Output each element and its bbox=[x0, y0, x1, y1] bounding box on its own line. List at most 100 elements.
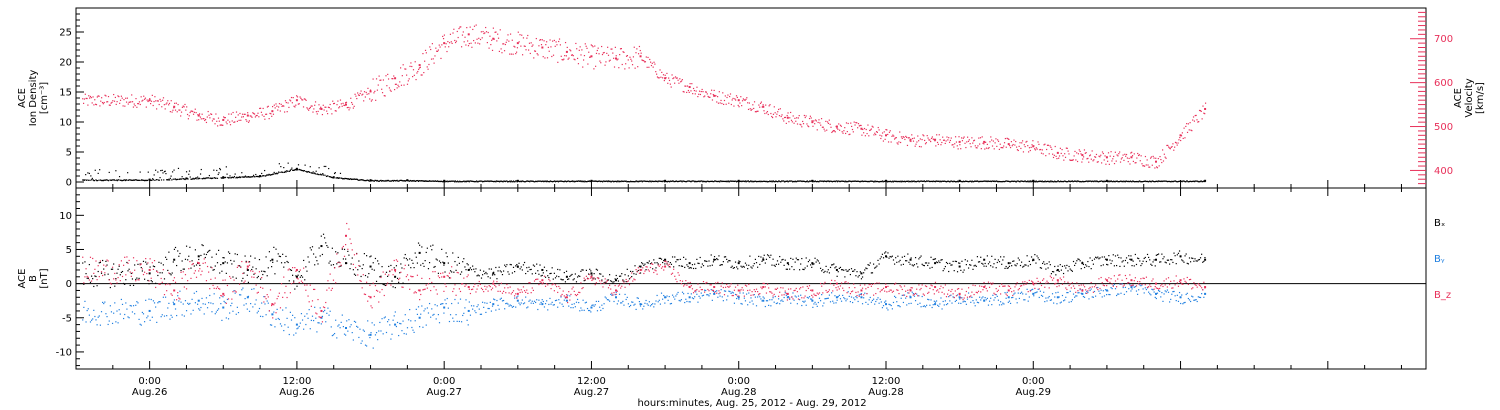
velocity-sample bbox=[373, 92, 375, 94]
velocity-sample bbox=[645, 56, 647, 58]
velocity-sample bbox=[675, 77, 677, 79]
velocity-sample bbox=[87, 104, 89, 106]
by-sample bbox=[683, 293, 685, 295]
velocity-sample bbox=[589, 56, 592, 58]
density-sample bbox=[627, 180, 629, 183]
by-sample bbox=[109, 305, 111, 307]
velocity-sample bbox=[1192, 116, 1195, 118]
density-sample bbox=[300, 169, 302, 171]
velocity-sample bbox=[329, 103, 331, 106]
density-sample bbox=[927, 180, 929, 182]
bx-sample bbox=[729, 260, 731, 262]
bx-sample bbox=[330, 264, 332, 266]
bx-sample bbox=[546, 270, 548, 272]
bx-sample bbox=[924, 262, 927, 264]
bx-sample bbox=[749, 255, 751, 257]
by-sample bbox=[243, 304, 245, 306]
bx-sample bbox=[949, 262, 951, 264]
velocity-sample bbox=[412, 75, 414, 78]
by-sample bbox=[480, 313, 483, 315]
density-sample bbox=[897, 180, 899, 182]
bx-sample bbox=[800, 263, 802, 265]
density-sample bbox=[618, 181, 621, 183]
density-sample bbox=[1131, 181, 1133, 183]
velocity-sample bbox=[940, 144, 942, 146]
by-sample bbox=[219, 297, 221, 299]
density-sample bbox=[726, 180, 728, 182]
density-sample bbox=[1116, 180, 1118, 182]
by-sample bbox=[363, 330, 365, 332]
bx-sample bbox=[245, 260, 247, 262]
by-sample bbox=[257, 310, 259, 312]
velocity-sample bbox=[627, 59, 629, 61]
velocity-sample bbox=[268, 118, 270, 120]
density-sample bbox=[166, 179, 169, 181]
velocity-sample bbox=[321, 113, 324, 116]
velocity-sample bbox=[124, 105, 126, 107]
density-sample bbox=[866, 180, 868, 183]
bx-sample bbox=[783, 264, 785, 266]
bx-sample bbox=[347, 250, 349, 253]
by-sample bbox=[460, 321, 463, 323]
density-sample bbox=[1122, 180, 1124, 182]
bx-sample bbox=[1134, 253, 1136, 256]
bx-sample bbox=[741, 266, 743, 268]
velocity-sample bbox=[873, 134, 875, 136]
density-sample bbox=[543, 181, 545, 183]
by-sample bbox=[509, 304, 511, 306]
bx-sample bbox=[1071, 270, 1074, 272]
density-sample bbox=[366, 179, 368, 181]
density-sample bbox=[914, 180, 917, 183]
bx-sample bbox=[570, 274, 572, 276]
bx-sample bbox=[977, 261, 980, 263]
velocity-sample bbox=[796, 123, 799, 125]
density-sample bbox=[225, 166, 227, 168]
density-sample bbox=[538, 180, 540, 182]
velocity-sample bbox=[914, 145, 916, 147]
density-sample bbox=[1051, 180, 1054, 183]
bx-sample bbox=[784, 259, 786, 261]
bx-sample bbox=[476, 275, 478, 277]
velocity-sample bbox=[348, 109, 350, 111]
by-sample bbox=[686, 300, 688, 303]
bx-sample bbox=[1185, 253, 1187, 255]
density-sample bbox=[321, 174, 323, 176]
density-sample bbox=[235, 177, 237, 179]
by-sample bbox=[541, 299, 543, 301]
by-sample bbox=[572, 307, 574, 309]
density-sample bbox=[1009, 181, 1011, 183]
velocity-sample bbox=[359, 92, 361, 95]
velocity-sample bbox=[1069, 159, 1071, 161]
density-sample bbox=[390, 180, 392, 182]
density-sample bbox=[514, 181, 516, 183]
bx-sample bbox=[1091, 259, 1093, 262]
velocity-sample bbox=[235, 111, 238, 113]
density-sample bbox=[193, 178, 195, 180]
bx-sample bbox=[632, 270, 634, 273]
density-sample bbox=[415, 180, 417, 182]
density-sample bbox=[1074, 180, 1076, 182]
by-sample bbox=[583, 309, 585, 311]
density-sample bbox=[479, 180, 481, 182]
by-sample bbox=[992, 294, 994, 296]
by-sample bbox=[812, 306, 814, 308]
velocity-sample bbox=[841, 131, 843, 133]
density-sample bbox=[317, 173, 319, 175]
density-sample bbox=[506, 180, 508, 182]
density-sample bbox=[166, 179, 168, 181]
by-sample bbox=[871, 299, 874, 302]
density-sample bbox=[493, 181, 495, 183]
density-sample bbox=[223, 177, 225, 179]
velocity-sample bbox=[379, 79, 381, 81]
bx-sample bbox=[686, 264, 688, 266]
by-sample bbox=[842, 294, 844, 297]
bx-sample bbox=[130, 272, 132, 275]
bx-sample bbox=[864, 269, 866, 271]
by-sample bbox=[825, 298, 827, 300]
velocity-sample bbox=[713, 89, 715, 92]
bx-point bbox=[1130, 258, 1133, 261]
velocity-sample bbox=[961, 140, 964, 142]
bx-sample bbox=[293, 280, 295, 282]
bx-sample bbox=[248, 261, 251, 263]
density-sample bbox=[998, 180, 1000, 183]
